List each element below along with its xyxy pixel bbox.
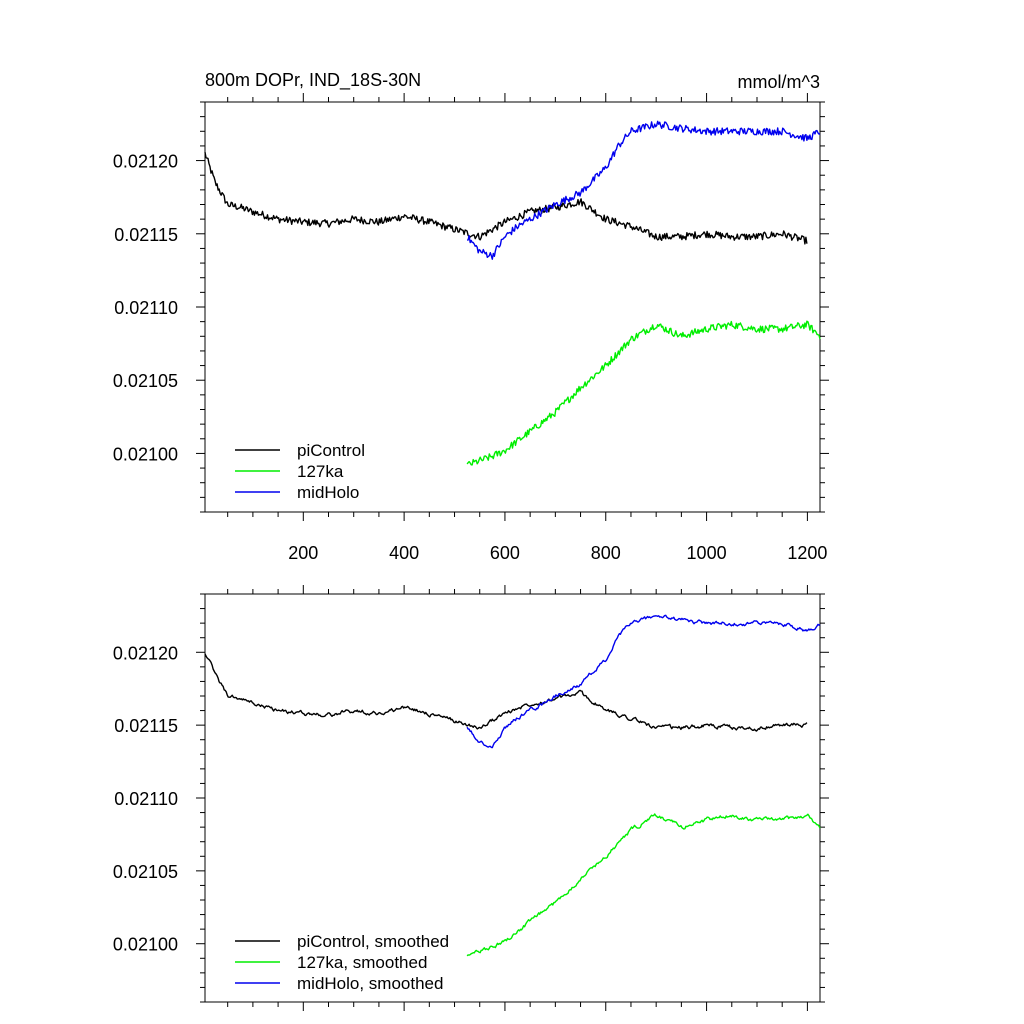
y-tick-label: 0.02120: [113, 643, 178, 663]
series-line-picontrol-smoothed: [204, 653, 808, 732]
units-label: mmol/m^3: [738, 72, 820, 92]
series-line-picontrol: [204, 151, 808, 245]
y-tick-label: 0.02115: [114, 225, 178, 245]
x-tick-label: 1200: [787, 543, 827, 563]
series-line-127ka-smoothed: [466, 813, 821, 957]
y-tick-label: 0.02120: [113, 152, 178, 172]
top-panel: 200 400 600 800 1000 1200 0.02100 0.02105 0.0211…: [113, 93, 829, 563]
y-tick-label: 0.02110: [114, 298, 178, 318]
legend-label: piControl, smoothed: [297, 932, 449, 951]
legend-label: 127ka, smoothed: [297, 953, 427, 972]
legend-label: 127ka: [297, 462, 344, 481]
legend-label: midHolo, smoothed: [297, 974, 443, 993]
x-tick-label: 200: [288, 543, 318, 563]
chart-title: 800m DOPr, IND_18S-30N: [205, 70, 421, 91]
y-tick-label: 0.02105: [113, 371, 178, 391]
y-tick-label: 0.02110: [114, 789, 178, 809]
legend-label: midHolo: [297, 483, 359, 502]
y-tick-label: 0.02105: [113, 862, 178, 882]
x-tick-label: 800: [591, 543, 621, 563]
series-line-midholo: [467, 120, 821, 260]
series-line-127ka: [466, 320, 821, 466]
y-tick-label: 0.02100: [113, 444, 178, 464]
bottom-panel: 0.02100 0.02105 0.02110 0.02115 0.02120 piCon…: [113, 585, 829, 1011]
x-tick-label: 1000: [687, 543, 727, 563]
series-line-midholo-smoothed: [466, 614, 821, 749]
y-tick-label: 0.02115: [114, 716, 178, 736]
x-tick-label: 400: [389, 543, 419, 563]
x-tick-label: 600: [490, 543, 520, 563]
legend-label: piControl: [297, 441, 365, 460]
y-tick-label: 0.02100: [113, 935, 178, 955]
